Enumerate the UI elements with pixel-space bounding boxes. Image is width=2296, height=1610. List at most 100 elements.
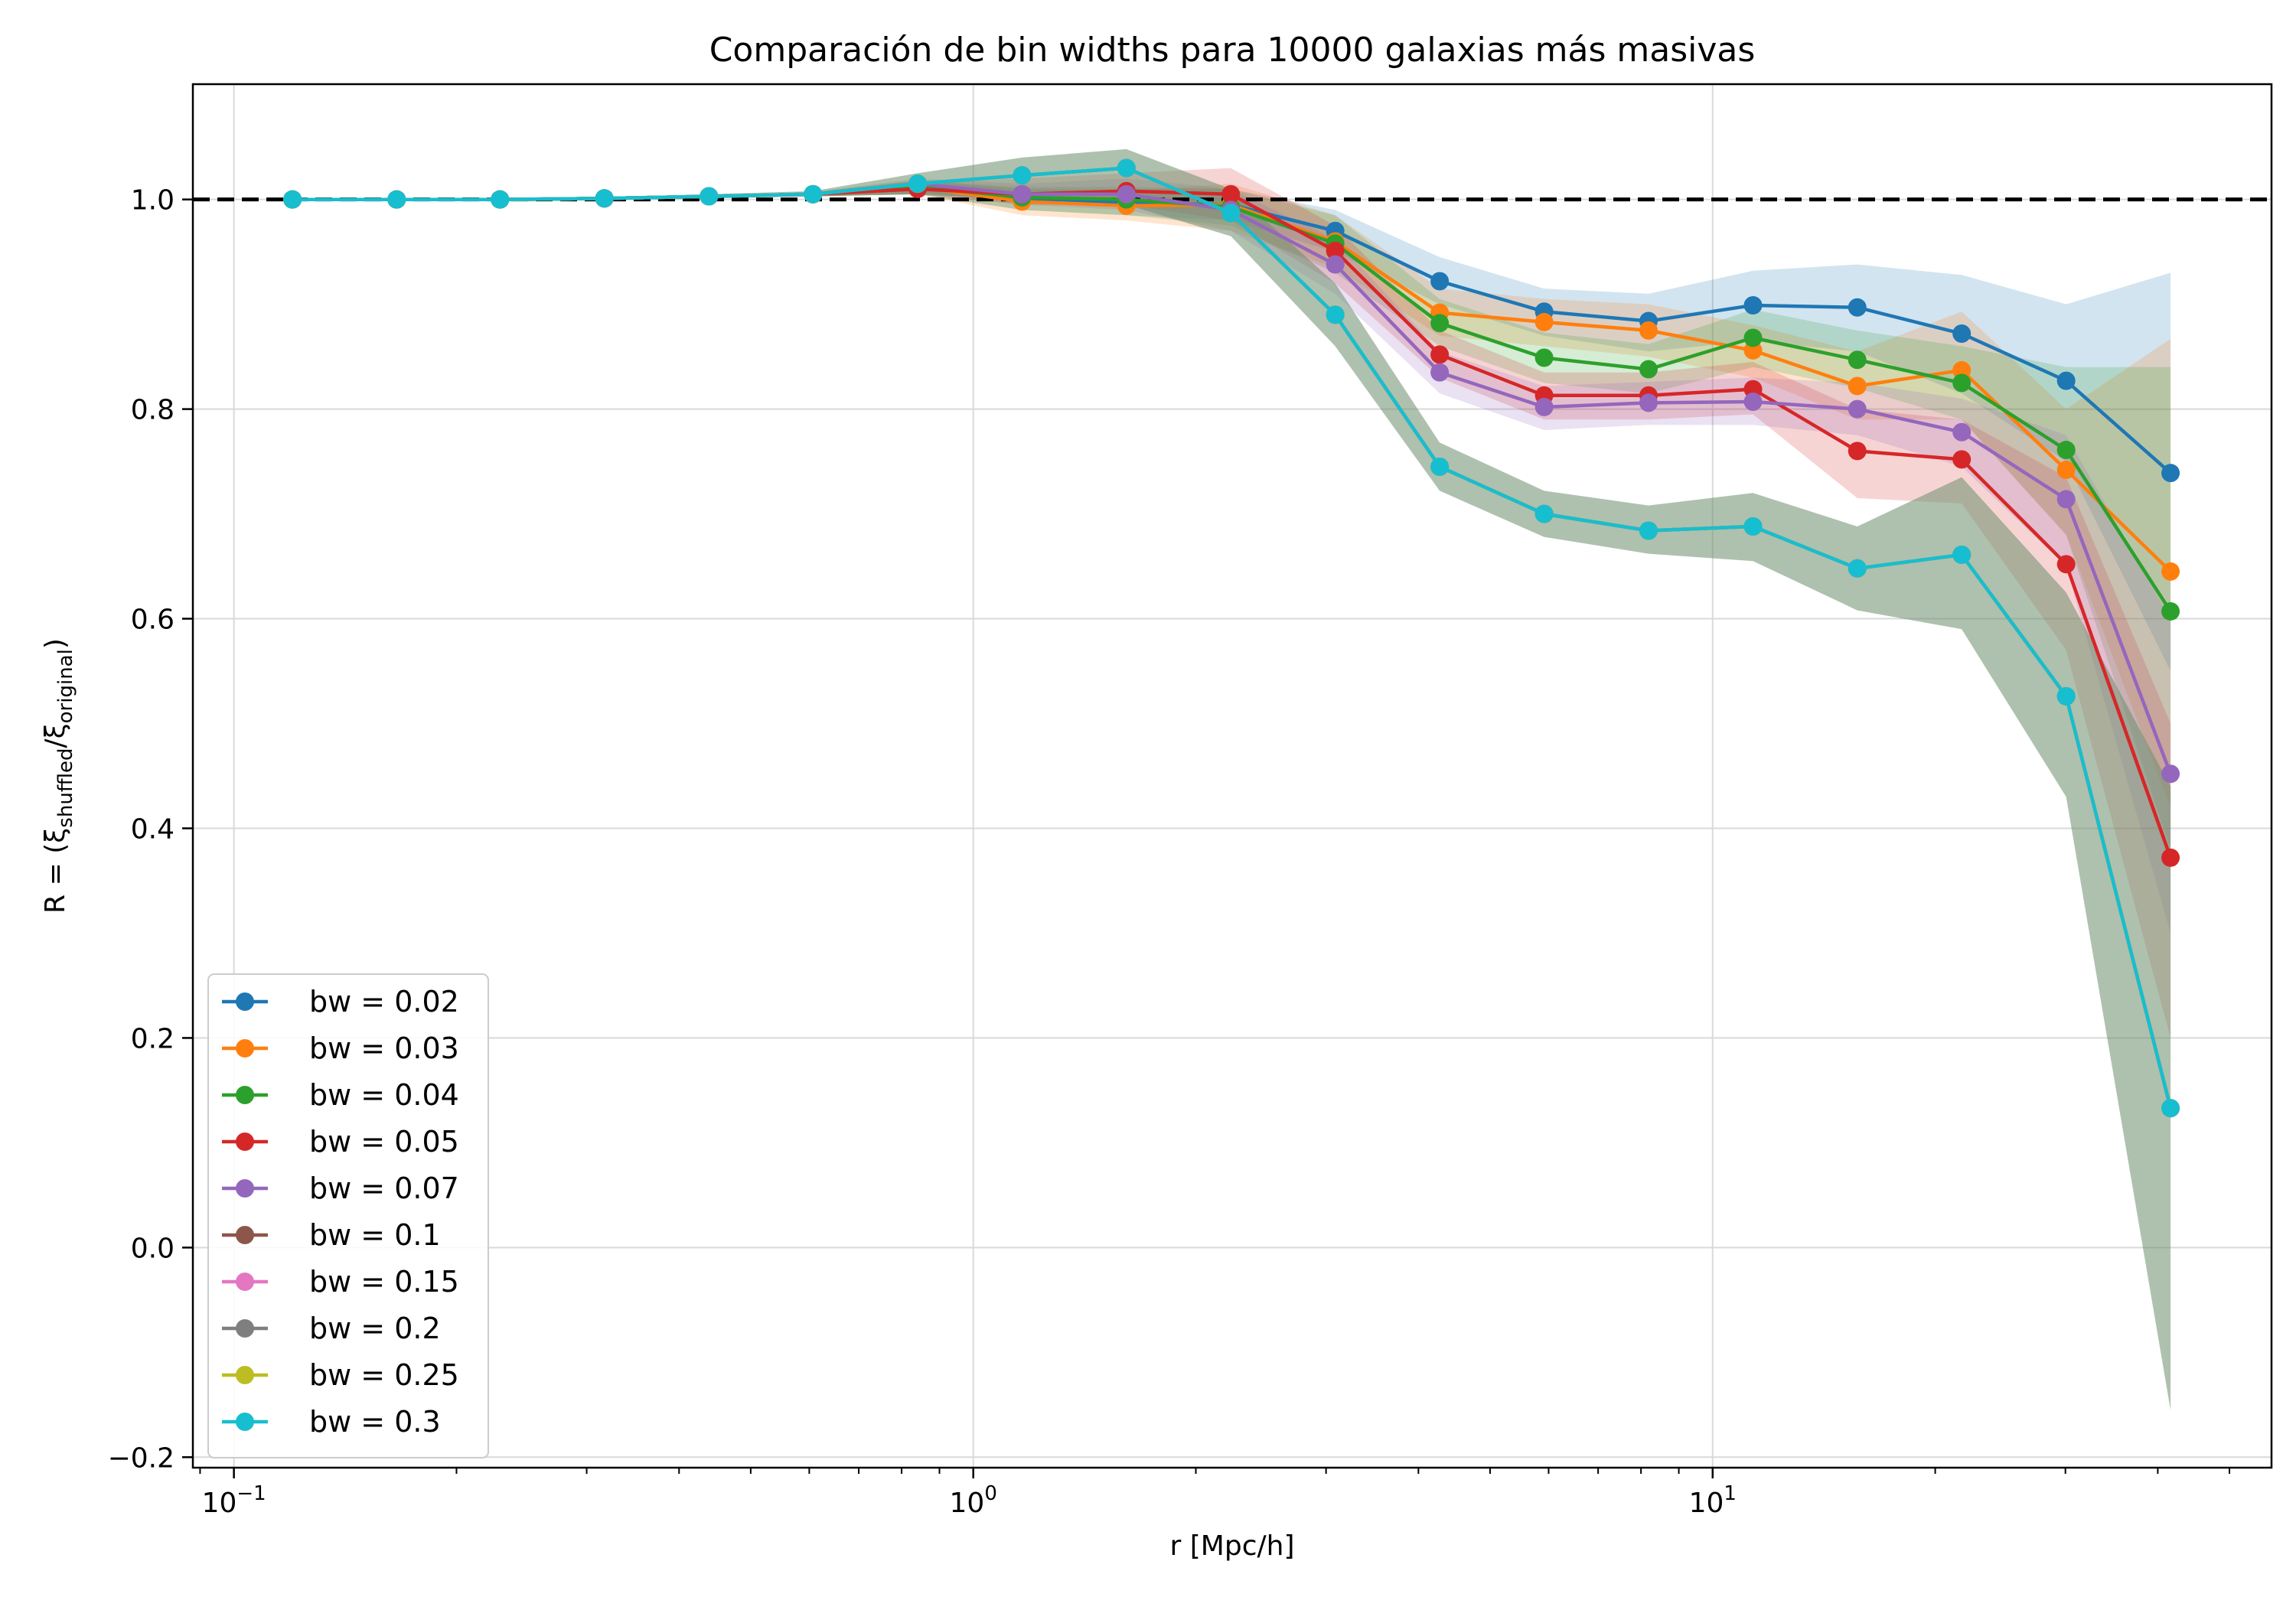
data-point <box>1221 204 1241 223</box>
data-point <box>1430 363 1450 382</box>
data-point <box>1326 305 1345 324</box>
data-point <box>1848 298 1867 317</box>
series-lines <box>283 158 2180 1118</box>
data-point <box>2056 555 2076 574</box>
chart-title: Comparación de bin widths para 10000 gal… <box>709 31 1756 70</box>
data-point <box>804 184 823 204</box>
data-point <box>2056 461 2076 480</box>
data-point <box>1848 350 1867 370</box>
legend-label: bw = 0.05 <box>309 1125 459 1159</box>
data-point <box>1743 380 1763 399</box>
band-series-1 <box>292 181 2171 808</box>
confidence-bands <box>292 148 2171 1410</box>
data-point <box>1743 517 1763 536</box>
legend-item: bw = 0.02 <box>222 985 459 1018</box>
plot-frame <box>191 83 2273 1469</box>
legend-swatch-marker <box>236 1413 254 1431</box>
data-point <box>2161 1099 2180 1118</box>
legend-swatch-marker <box>236 1133 254 1151</box>
data-point <box>1430 457 1450 476</box>
data-point <box>2056 686 2076 706</box>
data-point <box>283 190 302 209</box>
data-point <box>2161 464 2180 483</box>
data-point <box>387 190 406 209</box>
legend-item: bw = 0.04 <box>222 1078 459 1112</box>
data-point <box>2056 371 2076 390</box>
y-axis-label: R = (ξshuffled/ξoriginal) <box>40 638 77 914</box>
data-point <box>2056 490 2076 509</box>
data-point <box>1848 559 1867 578</box>
data-point <box>1848 442 1867 461</box>
legend-label: bw = 0.15 <box>309 1265 459 1299</box>
data-point <box>1430 314 1450 333</box>
legend-item: bw = 0.2 <box>222 1312 441 1345</box>
data-point <box>1013 166 1032 185</box>
data-point <box>1430 272 1450 291</box>
data-point <box>2161 562 2180 581</box>
legend-swatch-marker <box>236 1086 254 1104</box>
legend-label: bw = 0.3 <box>309 1405 441 1439</box>
data-point <box>1639 321 1658 340</box>
y-tick-label: −0.2 <box>108 1442 174 1474</box>
y-axis: −0.2 0.0 0.2 0.4 0.6 0.8 1.0 <box>108 185 193 1474</box>
legend-label: bw = 0.25 <box>309 1358 459 1392</box>
y-tick-label: 1.0 <box>131 185 174 217</box>
data-point <box>491 190 510 209</box>
legend-swatch-marker <box>236 1039 254 1058</box>
data-point <box>1117 184 1136 204</box>
data-point <box>1848 399 1867 419</box>
band-series-3 <box>292 168 2171 1038</box>
legend-label: bw = 0.03 <box>309 1032 459 1065</box>
data-point <box>1639 393 1658 412</box>
data-point <box>2161 764 2180 784</box>
legend-item: bw = 0.3 <box>222 1405 441 1439</box>
x-tick-label: 101 <box>1689 1482 1737 1519</box>
data-point <box>1639 360 1658 379</box>
legend: bw = 0.02 bw = 0.03 bw = 0.04 bw = 0.05 bw =… <box>207 973 489 1458</box>
data-point <box>1534 504 1554 523</box>
legend-swatch-marker <box>236 1366 254 1384</box>
data-point <box>1430 345 1450 364</box>
data-point <box>1743 341 1763 360</box>
data-point <box>1952 373 1971 393</box>
data-point <box>2161 848 2180 867</box>
data-point <box>1743 328 1763 347</box>
data-point <box>1848 376 1867 396</box>
x-axis-label: r [Mpc/h] <box>1170 1530 1295 1562</box>
legend-swatch-marker <box>236 1179 254 1198</box>
data-point <box>1221 184 1241 204</box>
legend-item: bw = 0.07 <box>222 1172 459 1205</box>
data-point <box>1534 397 1554 416</box>
data-point <box>1013 184 1032 204</box>
legend-label: bw = 0.1 <box>309 1218 441 1252</box>
legend-swatch-marker <box>236 1273 254 1291</box>
x-axis: 10−1 100 101 <box>199 1468 2231 1519</box>
legend-item: bw = 0.03 <box>222 1032 459 1065</box>
x-tick-label: 100 <box>950 1482 997 1519</box>
legend-label: bw = 0.2 <box>309 1312 441 1345</box>
data-point <box>1326 241 1345 260</box>
legend-swatch-marker <box>236 992 254 1011</box>
data-point <box>700 187 719 206</box>
data-point <box>1952 450 1971 469</box>
data-point <box>595 189 614 208</box>
data-point <box>2056 441 2076 460</box>
data-point <box>1534 312 1554 331</box>
y-tick-label: 0.4 <box>131 813 174 845</box>
legend-label: bw = 0.07 <box>309 1172 459 1205</box>
band-series-2 <box>292 181 2171 849</box>
legend-item: bw = 0.1 <box>222 1218 441 1252</box>
legend-item: bw = 0.25 <box>222 1358 459 1392</box>
legend-box <box>207 973 489 1458</box>
data-point <box>1534 348 1554 367</box>
data-point <box>1952 360 1971 380</box>
data-point <box>908 174 928 194</box>
data-point <box>1952 422 1971 442</box>
data-point <box>2161 601 2180 621</box>
y-tick-label: 0.2 <box>131 1023 174 1054</box>
x-tick-label: 10−1 <box>202 1482 266 1519</box>
data-point <box>1639 521 1658 540</box>
series-9 <box>283 158 2180 1118</box>
y-tick-label: 0.6 <box>131 605 174 636</box>
